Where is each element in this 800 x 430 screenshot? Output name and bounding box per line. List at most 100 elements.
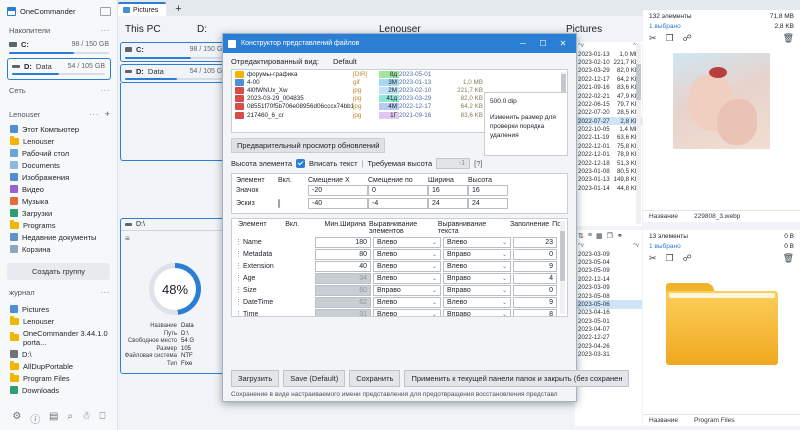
pane-d-title[interactable]: D:\ — [121, 219, 231, 231]
close-button[interactable]: ✕ — [559, 39, 567, 48]
element-align-select[interactable]: Влево ⌄ — [373, 236, 441, 248]
file-row[interactable]: 2023-05-01 — [575, 317, 642, 325]
column-config-row[interactable]: ⋮ Extension 40 Влево ⌄ Влево ⌄ 9 — [232, 260, 567, 272]
text-align-select[interactable]: Вправо ⌄ — [443, 272, 511, 284]
file-row[interactable]: 2023-03-09 — [575, 284, 642, 292]
file-row[interactable]: 2022-07-20 28,5 KB — [575, 109, 642, 117]
scrollbar-vertical[interactable] — [560, 221, 565, 314]
sort-desc-icon[interactable]: v — [580, 243, 584, 249]
file-row[interactable]: 2022-07-27 2,8 KB — [575, 117, 642, 126]
min-width-input[interactable]: 62 — [315, 296, 371, 308]
file-row[interactable]: 2023-05-08 — [575, 292, 642, 300]
new-tab-button[interactable]: + — [175, 3, 182, 15]
file-row[interactable]: 2023-04-07 — [575, 325, 642, 333]
cut-icon[interactable]: ✂ — [649, 253, 657, 263]
tab-pictures[interactable]: Pictures — [118, 2, 167, 16]
sidebar-item-рабочий-стол[interactable]: Рабочий стол — [0, 147, 117, 159]
file-row[interactable]: 2023-05-09 — [575, 267, 642, 275]
height-input[interactable]: 16 — [468, 185, 508, 196]
save-button[interactable]: Сохранить — [349, 370, 401, 387]
apply-and-close-button[interactable]: Применить к текущей панели папок и закры… — [404, 370, 630, 387]
sidebar-item-недавние-документы[interactable]: Недавние документы — [0, 231, 117, 243]
file-row[interactable]: 2023-03-31 — [575, 351, 642, 359]
file-row[interactable]: 2023-03-29 82,0 KB — [575, 67, 642, 75]
preview-updates-button[interactable]: Предварительный просмотр обновлений — [231, 138, 386, 153]
column-header-pictures[interactable]: Pictures — [566, 23, 603, 35]
window-icon[interactable] — [100, 7, 111, 16]
column-header-d[interactable]: D: — [197, 23, 207, 35]
file-row[interactable]: 2022-12-14 — [575, 275, 642, 283]
column-config-row[interactable]: ⋮ Time 31 Влево ⌄ Вправо ⌄ 8 — [232, 308, 567, 316]
required-height-input[interactable]: -1 — [436, 158, 471, 169]
preview-row[interactable]: форумы-графика [DIR] 8д 2023-05-01 — [232, 70, 567, 78]
drag-handle[interactable]: ⋮ — [235, 251, 242, 258]
enabled-checkbox[interactable] — [278, 199, 280, 208]
journal-item-alldupportable[interactable]: AllDupPortable — [0, 360, 117, 372]
maximize-button[interactable]: ☐ — [539, 39, 547, 48]
trash-icon[interactable]: 🗑 — [782, 33, 794, 43]
window-icon[interactable]: ⎕ — [99, 411, 106, 422]
sidebar-item-изображения[interactable]: Изображения — [0, 171, 117, 183]
min-width-input[interactable]: 60 — [315, 284, 371, 296]
paste-icon[interactable]: ☍ — [682, 253, 692, 263]
edited-view-value[interactable]: Default — [332, 57, 357, 66]
file-list-bottom[interactable]: ⇅ ≡ ▦ ❐ ⚭ ^ v ^ v 2023-03-09 2023-05-04 2023… — [575, 230, 642, 426]
sidebar-item-загрузки[interactable]: Загрузки — [0, 207, 117, 219]
sidebar-item-lenouser[interactable]: Lenouser — [0, 135, 117, 147]
drag-handle[interactable]: ⋮ — [235, 275, 242, 282]
sort-asc-icon[interactable]: ^ — [578, 243, 581, 249]
dialog-title-bar[interactable]: Конструктор представлений файлов ─ ☐ ✕ — [223, 34, 576, 53]
text-align-select[interactable]: Влево ⌄ — [443, 236, 511, 248]
panels-icon[interactable]: ▤ — [49, 411, 59, 422]
sort-desc-icon[interactable]: v — [580, 43, 584, 49]
file-row[interactable]: 2022-10-05 1,4 MB — [575, 125, 642, 133]
file-row[interactable]: 2023-05-06 — [575, 300, 642, 309]
preview-row[interactable]: 217460_6_cr jpg 1Г 2021-09-16 83,6 KB — [232, 111, 567, 119]
copy-icon[interactable]: ❐ — [665, 253, 674, 263]
min-width-input[interactable]: 31 — [315, 308, 371, 316]
file-row[interactable]: 2022-02-21 47,9 KB — [575, 92, 642, 100]
width-input[interactable]: 16 — [428, 185, 468, 196]
network-more-icon[interactable]: ··· — [100, 86, 110, 95]
sidebar-item-programs[interactable]: Programs — [0, 219, 117, 231]
text-align-select[interactable]: Вправо ⌄ — [443, 284, 511, 296]
copy-icon[interactable]: ❐ — [606, 233, 613, 240]
text-align-select[interactable]: Влево ⌄ — [443, 260, 511, 272]
user-more-icon[interactable]: ··· — [89, 110, 99, 119]
min-width-input[interactable]: 34 — [315, 272, 371, 284]
sidebar-item-этот-компьютер[interactable]: Этот Компьютер — [0, 123, 117, 135]
sidebar-drive-C[interactable]: C: 98 / 150 GB — [0, 38, 117, 58]
element-align-select[interactable]: Влево ⌄ — [373, 272, 441, 284]
file-list-sort-header[interactable]: ^v ^v — [575, 42, 642, 50]
journal-item-lenouser[interactable]: Lenouser — [0, 315, 117, 327]
element-align-select[interactable]: Влево ⌄ — [373, 308, 441, 316]
journal-item-program-files[interactable]: Program Files — [0, 372, 117, 384]
journal-more-icon[interactable]: ··· — [100, 288, 110, 297]
min-width-input[interactable]: 40 — [315, 260, 371, 272]
fill-input[interactable]: 23 — [513, 236, 557, 248]
file-row[interactable]: 2023-04-16 — [575, 309, 642, 317]
journal-item-onecommander-3-44-1-0-po[interactable]: OneCommander 3.44.1.0 porta... — [0, 327, 117, 348]
drive-d-entry[interactable]: D: Data 54 / 105 GB — [120, 63, 232, 83]
fill-input[interactable]: 8 — [513, 308, 557, 316]
column-config-row[interactable]: ⋮ Size 60 Вправо ⌄ Вправо ⌄ 0 — [232, 284, 567, 296]
file-row[interactable]: 2022-12-18 51,3 KB — [575, 159, 642, 167]
load-button[interactable]: Загрузить — [231, 370, 280, 387]
min-width-input[interactable]: 80 — [315, 248, 371, 260]
text-align-select[interactable]: Влево ⌄ — [443, 296, 511, 308]
file-row[interactable]: 2022-12-01 78,9 KB — [575, 151, 642, 159]
preview-row[interactable]: 4-00 gif 3М 2023-01-13 1,0 MB — [232, 78, 567, 86]
column-config-row[interactable]: ⋮ Metadata 80 Влево ⌄ Вправо ⌄ 0 — [232, 248, 567, 260]
column-config-row[interactable]: ⋮ Age 34 Влево ⌄ Вправо ⌄ 4 — [232, 272, 567, 284]
create-group-button[interactable]: Создать группу — [7, 263, 110, 280]
info-icon[interactable]: ⓘ — [30, 415, 41, 426]
sidebar-item-корзина[interactable]: Корзина — [0, 243, 117, 255]
list-icon[interactable]: ≡ — [587, 232, 592, 239]
file-row[interactable]: 2022-06-15 79,7 KB — [575, 100, 642, 108]
drag-handle[interactable]: ⋮ — [235, 263, 242, 270]
copy-icon[interactable]: ❐ — [665, 33, 674, 43]
column-header-lenouser[interactable]: Lenouser — [379, 23, 421, 35]
minimize-button[interactable]: ─ — [520, 39, 526, 48]
file-row[interactable]: 2022-12-01 75,8 KB — [575, 142, 642, 150]
